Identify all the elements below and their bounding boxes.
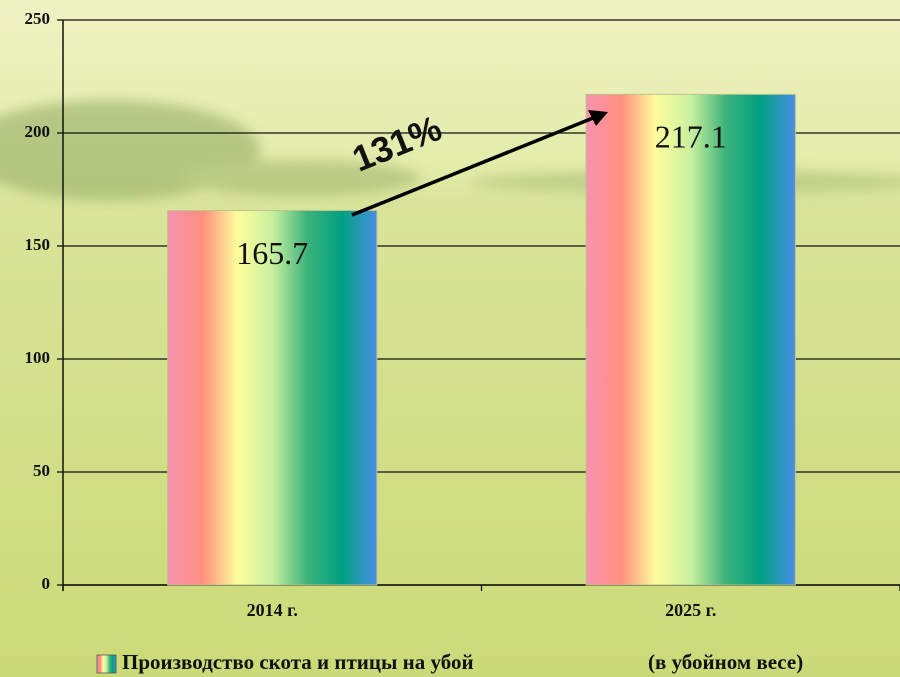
bar [586,94,795,585]
x-tick-label: 2014 г. [247,600,298,620]
x-tick-label: 2025 г. [665,600,716,620]
y-tick-label: 250 [25,9,51,28]
legend-swatch [97,655,116,673]
y-tick-label: 100 [25,348,51,367]
value-label: 165.7 [236,235,308,271]
y-tick-label: 200 [25,122,51,141]
value-label: 217.1 [655,119,727,155]
y-tick-label: 150 [25,235,51,254]
legend-note: (в убойном весе) [648,650,803,674]
y-tick-label: 0 [42,574,51,593]
y-tick-label: 50 [33,461,50,480]
chart: 0501001502002502014 г.165.72025 г.217.1 … [0,0,900,677]
legend-label: Производство скота и птицы на убой [122,650,474,674]
